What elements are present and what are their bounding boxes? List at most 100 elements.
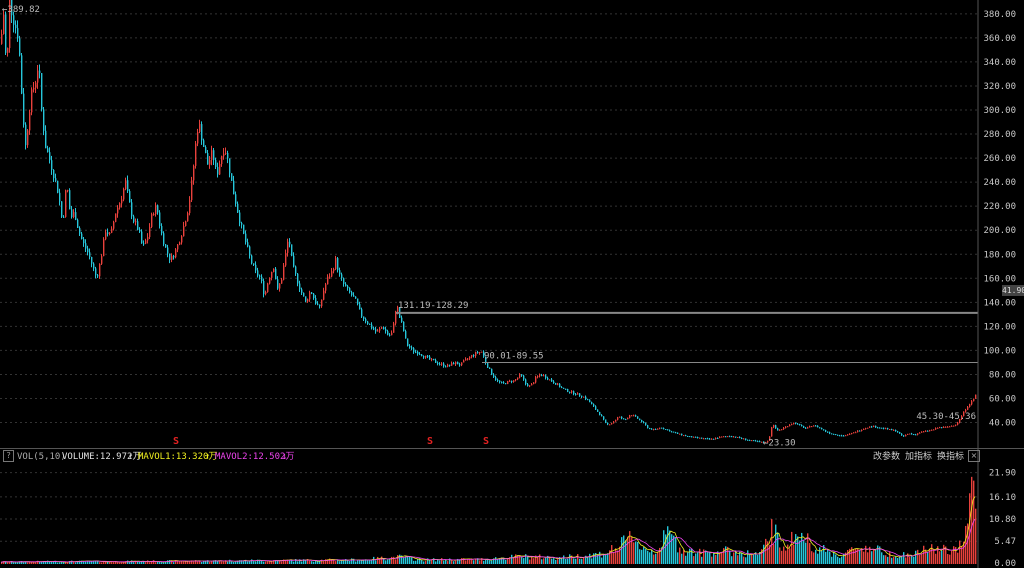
candle-body xyxy=(967,406,969,410)
volume-bar xyxy=(207,560,209,564)
candle-body xyxy=(129,191,131,203)
candle-body xyxy=(869,426,871,428)
candle-body xyxy=(109,232,111,234)
candle-body xyxy=(223,153,225,157)
help-icon[interactable]: ? xyxy=(3,450,14,462)
add-indicator-button[interactable]: 加指标 xyxy=(905,452,933,462)
candle-body xyxy=(435,360,437,363)
volume-bar xyxy=(827,549,829,564)
candle-body xyxy=(759,441,761,443)
volume-bar xyxy=(85,561,87,564)
volume-bar xyxy=(259,559,261,564)
candle-body xyxy=(493,374,495,378)
candle-body xyxy=(729,436,731,438)
candle-body xyxy=(207,153,209,165)
volume-bar xyxy=(677,552,679,564)
volume-bar xyxy=(323,561,325,564)
candle-body xyxy=(167,247,169,254)
volume-bar xyxy=(619,546,621,564)
candle-body xyxy=(157,205,159,213)
candle-body xyxy=(627,417,629,420)
volume-bar xyxy=(737,555,739,564)
candle-body xyxy=(833,433,835,435)
candle-body xyxy=(625,419,627,421)
candle-body xyxy=(789,424,791,427)
candle-body xyxy=(25,124,27,146)
candle-body xyxy=(363,316,365,319)
candle-body xyxy=(333,269,335,272)
candle-body xyxy=(459,364,461,366)
volume-bar xyxy=(253,561,255,564)
change-indicator-button[interactable]: 换指标 xyxy=(937,452,965,462)
volume-bar xyxy=(309,560,311,564)
candle-body xyxy=(431,358,433,360)
candle-body xyxy=(913,434,915,436)
candle-body xyxy=(295,266,297,274)
volume-bar xyxy=(621,537,623,564)
mavol1-line xyxy=(0,496,976,563)
volume-bar xyxy=(427,558,429,564)
candle-body xyxy=(33,87,35,90)
volume-bar xyxy=(407,556,409,564)
candle-body xyxy=(545,375,547,379)
volume-bar xyxy=(171,560,173,564)
close-icon[interactable]: × xyxy=(968,450,980,462)
candle-body xyxy=(73,212,75,218)
volume-bar xyxy=(233,561,235,564)
candle-body xyxy=(921,431,923,433)
candle-body xyxy=(339,270,341,275)
volume-bar xyxy=(243,561,245,564)
candle-body xyxy=(681,433,683,436)
volume-bar xyxy=(823,545,825,564)
volume-bar xyxy=(679,547,681,564)
candle-body xyxy=(111,228,113,233)
volume-bar xyxy=(731,556,733,564)
volume-bar xyxy=(157,561,159,564)
volume-bar xyxy=(567,558,569,564)
candle-body xyxy=(803,426,805,428)
volume-bar xyxy=(819,547,821,564)
volume-bar xyxy=(749,554,751,564)
volume-bar xyxy=(471,558,473,564)
price-tick-label: 100.00 xyxy=(983,346,1016,356)
volume-bar xyxy=(81,560,83,564)
candle-body xyxy=(633,415,635,417)
volume-bar xyxy=(805,542,807,564)
candle-body xyxy=(519,374,521,378)
level-lines xyxy=(396,311,978,363)
volume-bar xyxy=(189,560,191,564)
volume-bar xyxy=(231,561,233,564)
candle-body xyxy=(209,159,211,165)
candle-body xyxy=(945,426,947,428)
volume-bar xyxy=(875,549,877,564)
volume-bar xyxy=(683,549,685,564)
candle-body xyxy=(717,437,719,439)
candle-body xyxy=(557,383,559,385)
candle-body xyxy=(963,411,965,417)
candle-body xyxy=(389,334,391,336)
volume-bar xyxy=(1,562,3,564)
volume-bar xyxy=(141,561,143,564)
volume-bar xyxy=(643,547,645,564)
candle-body xyxy=(953,425,955,427)
candle-body xyxy=(471,355,473,357)
volume-bar xyxy=(591,558,593,564)
candle-body xyxy=(611,423,613,425)
candle-body xyxy=(273,268,275,273)
volume-bar xyxy=(577,554,579,564)
candle-body xyxy=(225,152,227,154)
volume-bar xyxy=(881,552,883,564)
candle-body xyxy=(731,436,733,438)
volume-bar xyxy=(469,558,471,564)
edit-params-button[interactable]: 改参数 xyxy=(873,452,901,462)
candle-body xyxy=(145,240,147,244)
volume-bar xyxy=(391,556,393,564)
volume-bar xyxy=(125,561,127,564)
candle-body xyxy=(909,433,911,435)
candle-body xyxy=(705,438,707,440)
candle-body xyxy=(275,268,277,280)
candle-body xyxy=(707,438,709,440)
volume-bar xyxy=(65,562,67,564)
candle-body xyxy=(133,216,135,222)
volume-bar xyxy=(557,559,559,564)
